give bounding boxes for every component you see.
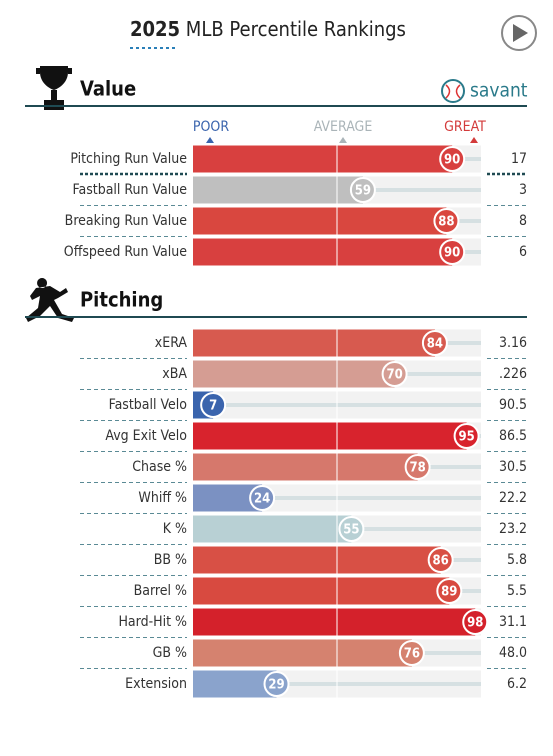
percentile-dot bbox=[349, 177, 376, 203]
bar bbox=[193, 422, 467, 450]
section-title: Value bbox=[80, 77, 136, 101]
bar bbox=[193, 453, 418, 481]
stat-value: 3.16 bbox=[499, 335, 527, 351]
bar bbox=[193, 238, 453, 266]
stat-value: 31.1 bbox=[499, 614, 527, 630]
category-label: Fastball Run Value bbox=[73, 182, 188, 198]
percentile-label: 76 bbox=[404, 647, 420, 662]
stat-value: 8 bbox=[519, 213, 527, 229]
percentile-label: 55 bbox=[343, 523, 359, 538]
bar bbox=[193, 329, 435, 357]
percentile-dot bbox=[462, 609, 489, 635]
stat-value: 5.8 bbox=[507, 552, 527, 568]
section-title: Pitching bbox=[80, 288, 163, 312]
stat-value: 6 bbox=[519, 244, 527, 260]
percentile-dot bbox=[398, 640, 425, 666]
percentile-label: 59 bbox=[355, 184, 371, 199]
stat-value: 22.2 bbox=[499, 490, 527, 506]
stat-value: 6.2 bbox=[507, 676, 527, 692]
savant-logo: savant bbox=[441, 79, 528, 103]
percentile-label: 24 bbox=[254, 492, 270, 507]
stat-value: 23.2 bbox=[499, 521, 527, 537]
bar bbox=[193, 360, 395, 388]
bar bbox=[193, 176, 363, 204]
bar bbox=[193, 145, 453, 173]
percentile-label: 90 bbox=[444, 153, 460, 168]
percentile-label: 90 bbox=[444, 246, 460, 261]
percentile-dot bbox=[453, 423, 480, 449]
stat-value: 5.5 bbox=[507, 583, 527, 599]
percentile-label: 7 bbox=[209, 399, 217, 414]
page-title: 2025 MLB Percentile Rankings bbox=[130, 17, 406, 41]
category-label: Extension bbox=[125, 676, 187, 692]
percentile-dot bbox=[338, 516, 365, 542]
bar bbox=[193, 639, 412, 667]
category-label: GB % bbox=[153, 645, 187, 661]
tick-marker bbox=[339, 137, 347, 143]
percentile-dot bbox=[200, 392, 227, 418]
percentile-dot bbox=[436, 578, 463, 604]
category-label: Avg Exit Velo bbox=[105, 428, 187, 444]
stat-value: 90.5 bbox=[499, 397, 527, 413]
percentile-dot bbox=[427, 547, 454, 573]
play-icon[interactable] bbox=[513, 24, 528, 42]
percentile-label: 89 bbox=[441, 585, 457, 600]
x-tick-label: AVERAGE bbox=[314, 119, 373, 135]
title-text: MLB Percentile Rankings bbox=[186, 17, 406, 41]
x-tick-label: GREAT bbox=[444, 119, 486, 135]
stat-value: 17 bbox=[511, 151, 527, 167]
percentile-label: 29 bbox=[268, 678, 284, 693]
category-label: Chase % bbox=[132, 459, 187, 475]
stat-value: 48.0 bbox=[499, 645, 527, 661]
category-label: Barrel % bbox=[134, 583, 187, 599]
category-label: xBA bbox=[162, 366, 187, 382]
category-label: Fastball Velo bbox=[109, 397, 188, 413]
category-label: xERA bbox=[155, 335, 188, 351]
percentile-label: 86 bbox=[433, 554, 449, 569]
bar bbox=[193, 515, 352, 543]
percentile-label: 84 bbox=[427, 337, 443, 352]
category-label: BB % bbox=[154, 552, 187, 568]
percentile-dot bbox=[433, 208, 460, 234]
percentile-dot bbox=[404, 454, 431, 480]
percentile-label: 78 bbox=[409, 461, 425, 476]
stat-value: 86.5 bbox=[499, 428, 527, 444]
percentile-dot bbox=[439, 239, 466, 265]
bar bbox=[193, 670, 277, 698]
brand: savant bbox=[470, 80, 528, 102]
bar bbox=[193, 577, 450, 605]
category-label: Whiff % bbox=[138, 490, 187, 506]
bar bbox=[193, 608, 476, 636]
play-button[interactable] bbox=[501, 15, 537, 51]
percentile-dot bbox=[439, 146, 466, 172]
tick-marker bbox=[206, 137, 214, 143]
title-year: 2025 bbox=[130, 17, 180, 41]
category-label: Breaking Run Value bbox=[65, 213, 188, 229]
percentile-dot bbox=[263, 671, 290, 697]
tick-marker bbox=[470, 137, 478, 143]
percentile-label: 88 bbox=[438, 215, 454, 230]
category-label: Pitching Run Value bbox=[70, 151, 187, 167]
percentile-label: 95 bbox=[458, 430, 474, 445]
percentile-dot bbox=[249, 485, 276, 511]
pitcher-icon bbox=[26, 278, 74, 322]
stat-value: 30.5 bbox=[499, 459, 527, 475]
bar bbox=[193, 546, 441, 574]
percentile-label: 70 bbox=[386, 368, 402, 383]
category-label: Hard-Hit % bbox=[118, 614, 187, 630]
percentile-dot bbox=[381, 361, 408, 387]
category-label: K % bbox=[163, 521, 187, 537]
percentile-dot bbox=[421, 330, 448, 356]
x-tick-label: POOR bbox=[193, 119, 229, 135]
percentile-label: 98 bbox=[467, 616, 483, 631]
bar bbox=[193, 207, 447, 235]
category-label: Offspeed Run Value bbox=[64, 244, 187, 260]
stat-value: .226 bbox=[499, 366, 527, 382]
trophy-icon bbox=[36, 66, 72, 110]
stat-value: 3 bbox=[519, 182, 527, 198]
